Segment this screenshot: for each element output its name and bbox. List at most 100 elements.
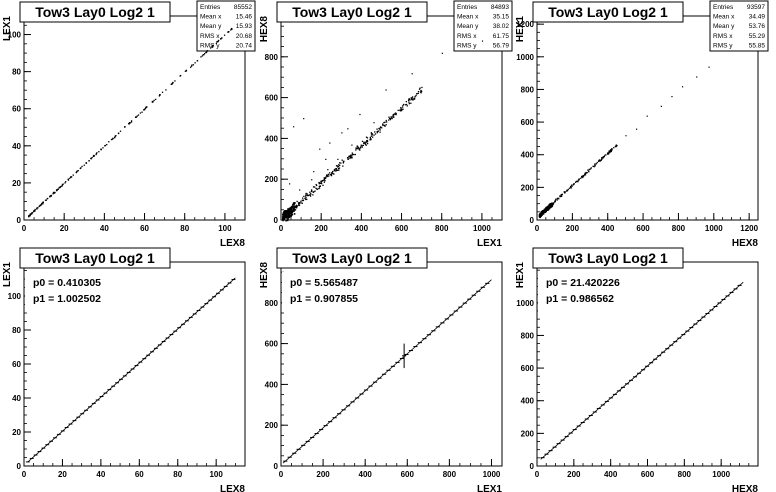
data-point: [370, 137, 372, 140]
data-point: [545, 210, 548, 213]
data-point: [557, 197, 559, 199]
data-point: [351, 157, 353, 159]
stats-value: 93597: [747, 4, 765, 11]
data-point: [397, 109, 399, 112]
data-point: [585, 172, 587, 175]
stats-label: Mean x: [200, 14, 222, 21]
data-point: [590, 167, 592, 169]
x-axis-label: HEX8: [732, 484, 759, 492]
stats-value: 34.49: [749, 14, 766, 21]
data-point: [302, 197, 304, 199]
data-point: [374, 133, 377, 135]
data-point: [555, 198, 557, 200]
data-point: [310, 190, 313, 192]
data-point: [588, 171, 590, 173]
stats-value: 55.85: [749, 42, 766, 49]
data-point: [564, 192, 566, 194]
chart-title: Tow3 Lay0 Log2 1: [292, 250, 412, 266]
y-axis-label: LEX1: [2, 262, 13, 287]
data-point: [545, 207, 547, 209]
data-point: [570, 184, 573, 186]
chart-3: 0 200 400 600 800 1000 1200 0 200 400 600 800 1000 12…: [515, 0, 769, 249]
data-point: [544, 211, 547, 214]
data-point: [139, 112, 142, 114]
data-point: [291, 205, 294, 208]
data-point: [338, 169, 340, 171]
chart-title: Tow3 Lay0 Log2 1: [292, 4, 412, 20]
y-tick-label: 400: [521, 397, 535, 406]
data-point: [320, 181, 322, 183]
title-box: [19, 1, 171, 23]
data-point: [382, 124, 384, 127]
chart-2: 0 200 400 600 800 1000 0 200 400 600 800 LEX1 HEX8 To…: [259, 0, 513, 249]
data-point: [326, 175, 328, 178]
data-point: [282, 212, 285, 215]
data-point: [362, 144, 364, 147]
data-point: [407, 99, 410, 102]
title-box: [276, 1, 428, 23]
data-point: [365, 141, 367, 143]
data-point: [549, 206, 552, 209]
x-tick-label: 80: [180, 224, 189, 233]
data-point: [394, 113, 396, 115]
data-point: [192, 64, 195, 66]
data-point: [319, 185, 321, 187]
data-point: [341, 159, 343, 161]
data-point: [615, 144, 617, 146]
data-point: [595, 163, 598, 165]
data-point: [337, 165, 340, 168]
data-point: [296, 205, 298, 208]
data-point: [171, 82, 174, 84]
data-point: [339, 164, 341, 167]
stats-value: 15.93: [236, 23, 253, 30]
y-tick-label: 200: [521, 183, 535, 192]
data-point: [292, 203, 294, 206]
data-point: [306, 198, 308, 201]
data-point: [40, 204, 43, 206]
stats-box: [709, 0, 769, 52]
data-point: [542, 213, 545, 215]
data-point: [203, 52, 206, 55]
data-point: [289, 208, 292, 210]
data-point: [215, 42, 218, 45]
x-tick-label: 1000: [483, 470, 501, 479]
data-point: [411, 98, 413, 100]
y-tick-label: 800: [265, 299, 279, 308]
data-point: [216, 40, 219, 43]
outlier-point: [327, 169, 329, 171]
chart-title: Tow3 Lay0 Log2 1: [35, 4, 155, 20]
data-point: [542, 210, 544, 213]
data-point: [287, 210, 290, 212]
data-point: [324, 179, 326, 182]
stats-value: 38.02: [493, 23, 510, 30]
stats-label: RMS x: [200, 33, 220, 40]
data-point: [85, 162, 87, 164]
data-point: [315, 184, 318, 187]
outlier-point: [293, 126, 295, 128]
data-point: [115, 135, 117, 137]
data-point: [560, 195, 562, 198]
fit-params-box: [282, 272, 412, 312]
data-point: [287, 208, 289, 210]
y-tick-label: 400: [521, 151, 535, 160]
x-axis-label: LEX1: [477, 238, 502, 249]
y-tick-label: 60: [12, 105, 21, 114]
data-point: [566, 190, 568, 192]
points-group: [282, 40, 484, 222]
data-point: [230, 28, 233, 30]
x-tick-label: 1000: [473, 224, 491, 233]
data-point: [542, 212, 545, 214]
data-point: [37, 207, 39, 209]
x-tick-label: 0: [279, 224, 284, 233]
data-point: [305, 197, 307, 199]
data-point: [332, 170, 334, 173]
chart-title: Tow3 Lay0 Log2 1: [548, 250, 668, 266]
chart-5: 0 200 400 600 800 1000 0 200 400 600 800 LEX1 HEX8 To…: [259, 247, 503, 492]
data-point: [108, 141, 110, 143]
data-point: [144, 108, 146, 111]
data-point: [293, 213, 296, 215]
data-point: [547, 206, 550, 209]
data-point: [36, 207, 38, 209]
data-point: [366, 142, 369, 145]
data-point: [540, 215, 542, 217]
